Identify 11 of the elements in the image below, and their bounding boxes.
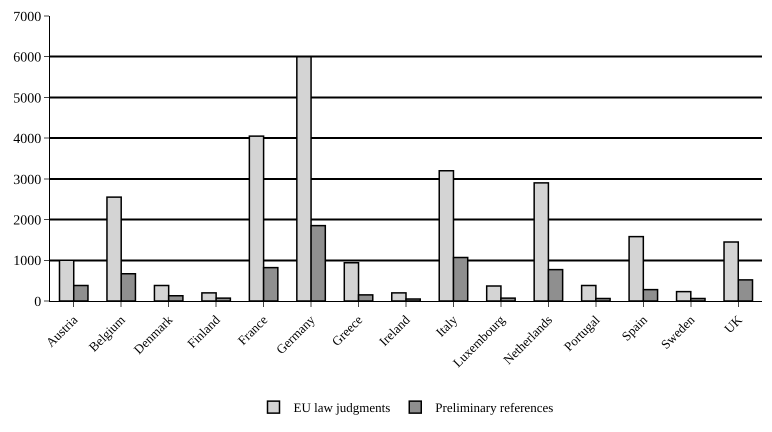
y-tick-label: 1000 [13,254,42,270]
y-tick-label: 6000 [13,50,42,66]
legend-label: Preliminary references [435,400,554,416]
y-tick-label: 2000 [13,213,42,228]
y-tick-label: 3000 [13,172,42,188]
y-tick-label: 0 [34,294,42,310]
y-tick-label: 7000 [13,10,42,25]
legend-label: EU law judgments [294,400,390,416]
y-tick-label: 5000 [13,91,42,106]
y-tick-label: 4000 [13,132,42,148]
x-tick-label: UK [721,312,746,336]
